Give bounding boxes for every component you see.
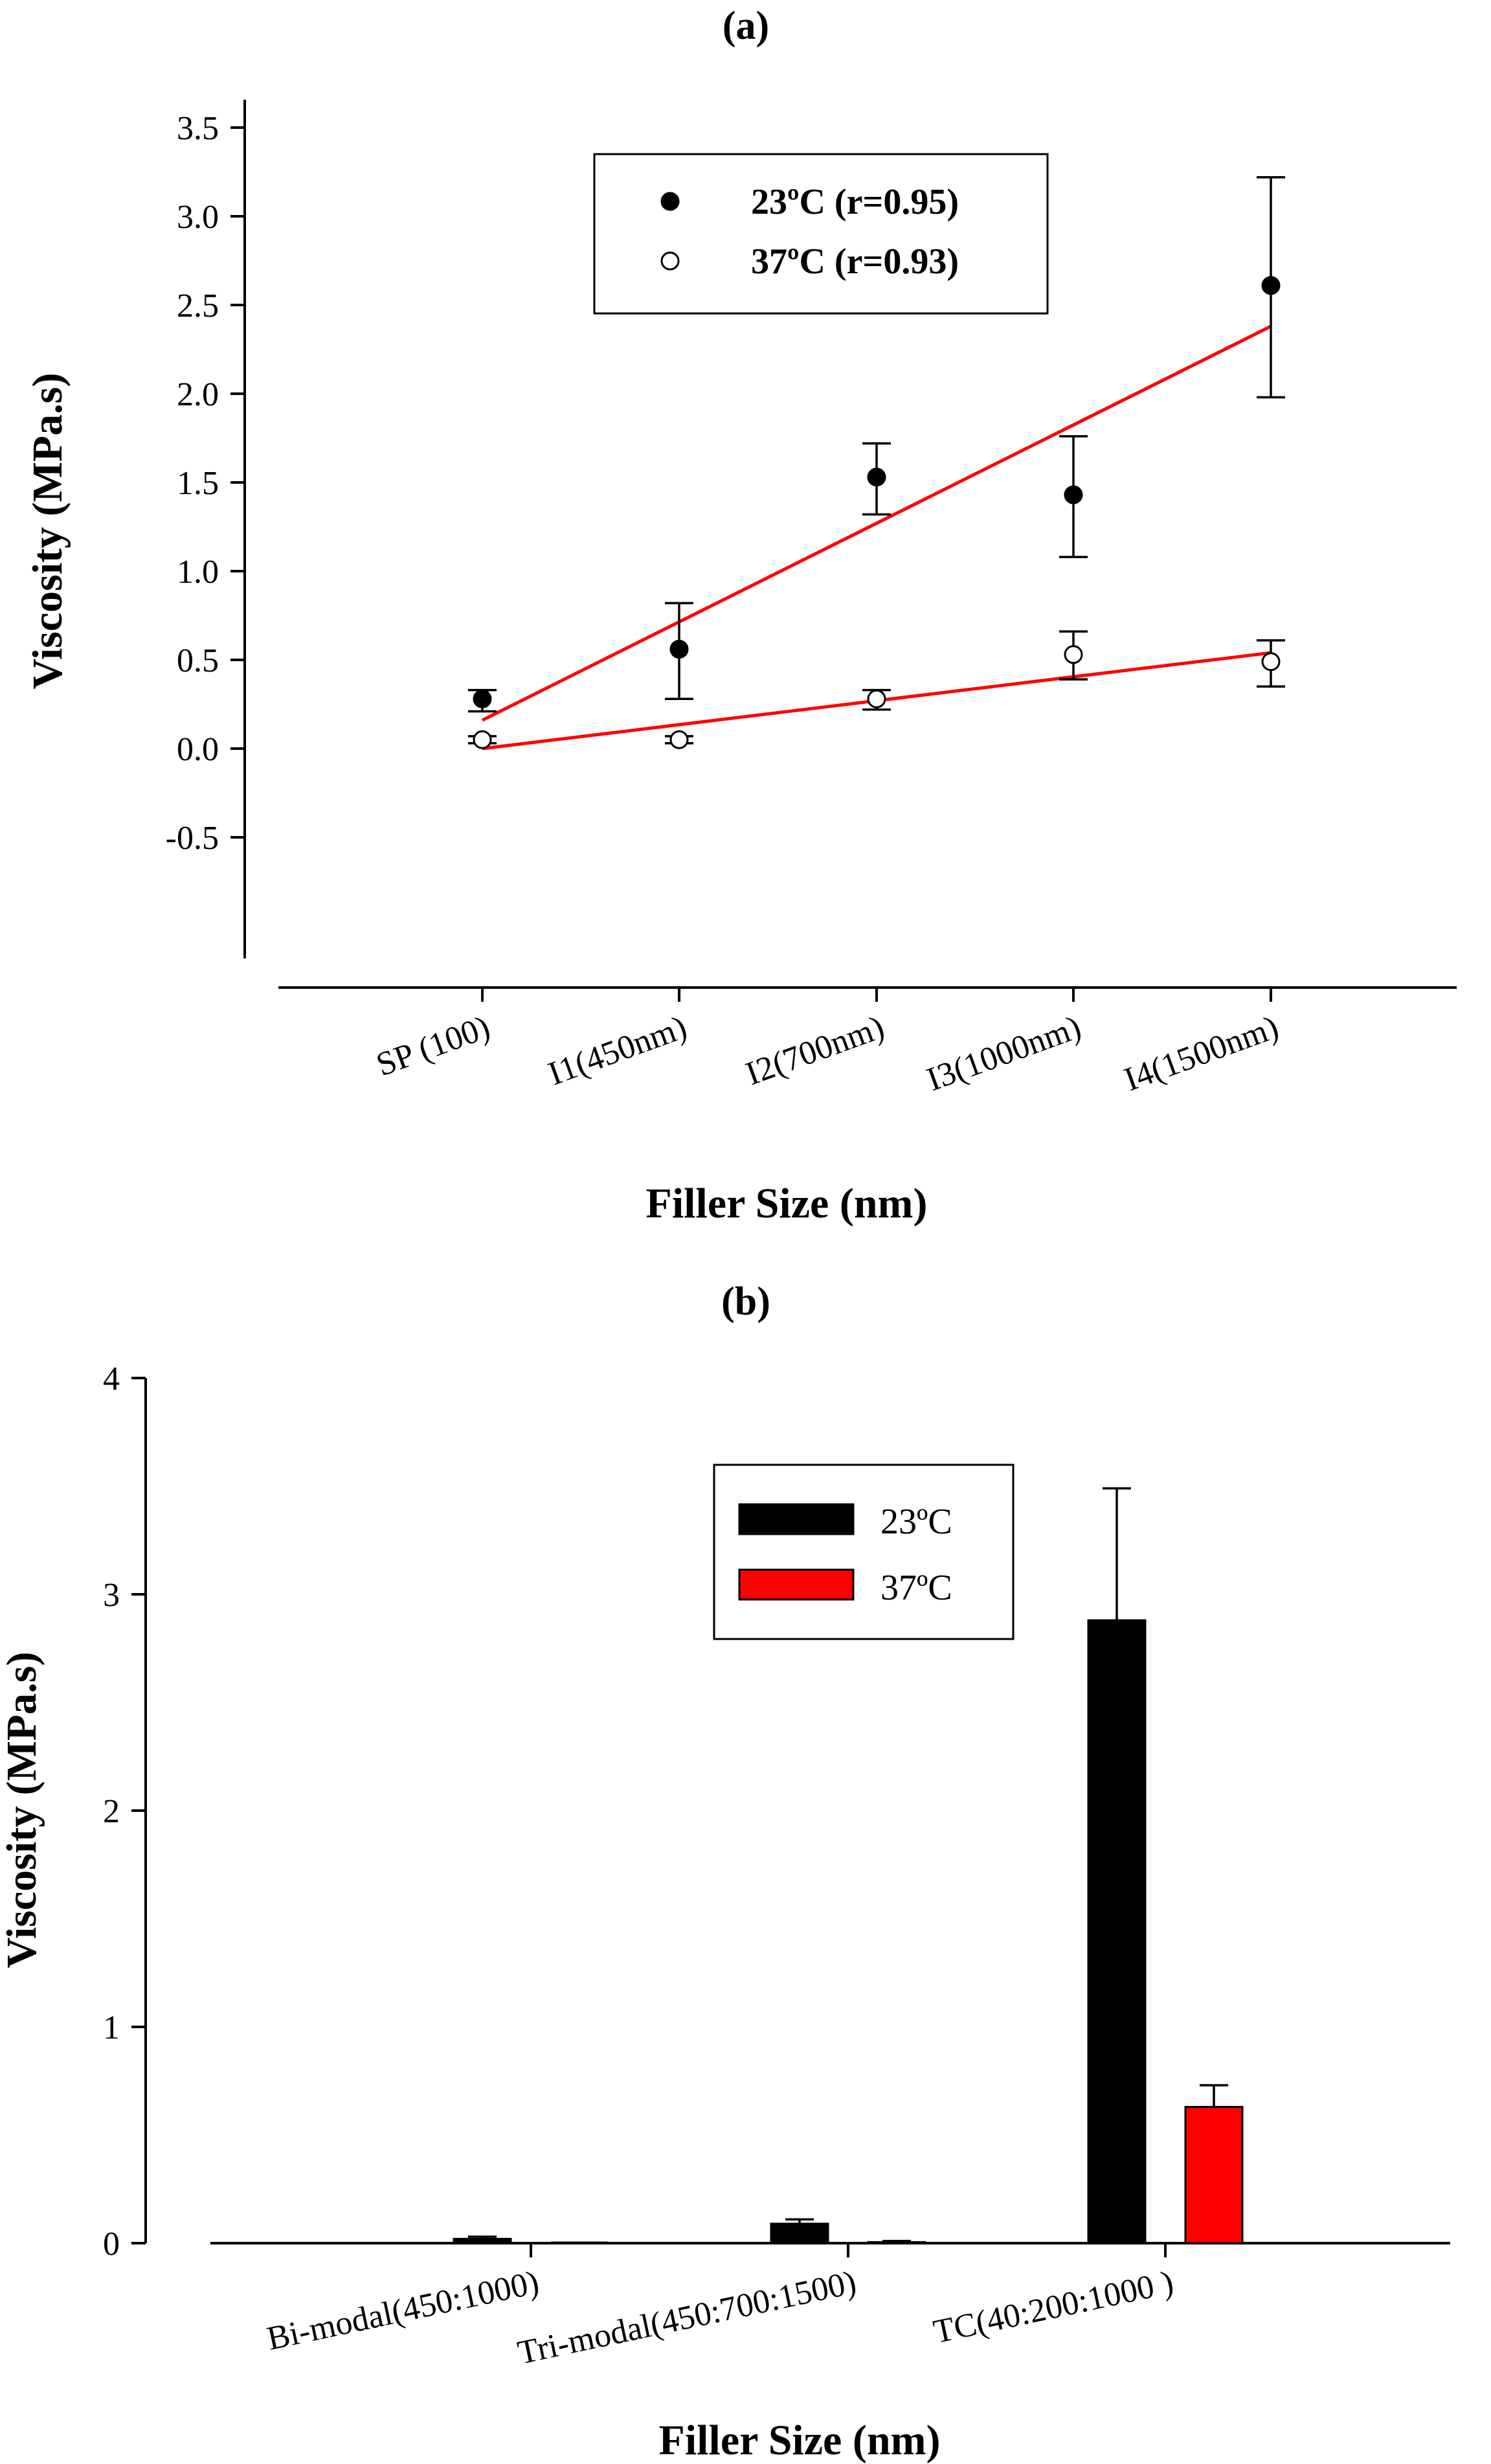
chart-b-legend-swatch-37c bbox=[738, 1568, 855, 1601]
chart-a-y-tick-label: 2.0 bbox=[177, 376, 219, 413]
chart-a-x-tick-label: I2(700nm) bbox=[741, 1009, 889, 1093]
chart-b-y-ticks: 0 1 2 3 4 bbox=[103, 1361, 146, 2263]
chart-a-y-tick-label: 2.5 bbox=[177, 288, 219, 324]
chart-b-y-tick-label: 0 bbox=[103, 2226, 120, 2263]
chart-a-fit-lines bbox=[481, 324, 1272, 751]
chart-a-data-point bbox=[1064, 645, 1083, 664]
chart-a-legend-marker-37c bbox=[660, 251, 680, 271]
chart-a-legend-label-37c: 37ºC (r=0.93) bbox=[751, 242, 959, 282]
chart-b-y-tick-label: 3 bbox=[103, 1577, 120, 1614]
chart-a-x-tick-label: SP (100) bbox=[372, 1009, 495, 1084]
chart-a-y-ticks: -0.5 0.0 0.5 1.0 1.5 2.0 2.5 3.0 3.5 bbox=[166, 110, 245, 857]
chart-a-x-ticks: SP (100) I1(450nm) I2(700nm) I3(1000nm) I4(1… bbox=[372, 988, 1283, 1098]
chart-a-x-tick-label: I4(1500nm) bbox=[1119, 1009, 1283, 1099]
chart-b-bar bbox=[770, 2222, 829, 2244]
chart-b-bar bbox=[867, 2241, 926, 2244]
chart-a-legend-label-23c: 23ºC (r=0.95) bbox=[751, 182, 959, 222]
chart-b-x-tick-label: Tri-modal(450:700:1500) bbox=[515, 2264, 860, 2371]
chart-a-data-point bbox=[867, 468, 886, 487]
chart-b-y-tick-label: 4 bbox=[103, 1361, 120, 1397]
chart-a-fit-line-0 bbox=[481, 324, 1272, 722]
chart-b-legend: 23ºC 37ºC bbox=[713, 1464, 1015, 1640]
chart-b-x-axis-title: Filler Size (nm) bbox=[659, 2417, 941, 2464]
chart-a-y-tick-label: 3.0 bbox=[177, 199, 219, 236]
chart-a-legend-marker-23c bbox=[660, 192, 680, 211]
chart-a-x-axis-title: Filler Size (nm) bbox=[646, 1180, 928, 1227]
chart-a: (a) -0.5 0.0 0.5 1.0 1.5 2.0 2.5 3.0 3.5 SP (100… bbox=[24, 4, 1457, 1227]
chart-a-data-point bbox=[1261, 652, 1281, 672]
chart-a-panel-label: (a) bbox=[723, 4, 769, 48]
chart-b: (b) 0 1 2 3 4 Bi-modal(450:1000)Tri-modal(45… bbox=[0, 1280, 1450, 2464]
chart-a-data-point bbox=[1261, 276, 1281, 295]
chart-a-legend-box bbox=[593, 153, 1049, 315]
chart-b-legend-box bbox=[713, 1464, 1015, 1640]
chart-b-bar bbox=[1184, 2106, 1244, 2244]
chart-a-data-point bbox=[473, 689, 492, 708]
chart-a-data-point bbox=[669, 640, 689, 659]
chart-b-error-bars bbox=[468, 1487, 1228, 2243]
chart-a-x-tick-label: I1(450nm) bbox=[544, 1009, 691, 1093]
chart-a-data-point bbox=[1064, 485, 1083, 504]
chart-a-y-axis-title: Viscosity (MPa.s) bbox=[24, 373, 71, 690]
chart-b-panel-label: (b) bbox=[721, 1280, 770, 1324]
chart-b-bar bbox=[453, 2237, 512, 2244]
chart-b-y-axis-title: Viscosity (MPa.s) bbox=[0, 1652, 45, 1969]
chart-b-legend-swatch-23c bbox=[738, 1503, 855, 1535]
chart-a-y-tick-label: 0.5 bbox=[177, 642, 219, 679]
chart-b-x-tick-label: TC(40:200:1000 ) bbox=[930, 2264, 1177, 2351]
chart-a-y-tick-label: -0.5 bbox=[166, 820, 219, 857]
chart-b-x-ticks: Bi-modal(450:1000)Tri-modal(450:700:1500… bbox=[263, 2243, 1176, 2371]
chart-a-y-tick-label: 1.5 bbox=[177, 465, 219, 502]
chart-b-x-tick-label: Bi-modal(450:1000) bbox=[263, 2264, 542, 2358]
chart-a-points bbox=[473, 276, 1281, 749]
chart-a-legend: 23ºC (r=0.95) 37ºC (r=0.93) bbox=[593, 153, 1049, 315]
chart-a-data-point bbox=[867, 689, 886, 708]
chart-b-legend-label-37c: 37ºC bbox=[880, 1568, 952, 1608]
chart-b-y-tick-label: 1 bbox=[103, 2009, 120, 2046]
chart-a-y-tick-label: 3.5 bbox=[177, 110, 219, 147]
chart-b-y-tick-label: 2 bbox=[103, 1793, 120, 1830]
chart-a-y-tick-label: 0.0 bbox=[177, 731, 219, 768]
chart-b-bar bbox=[1087, 1619, 1147, 2244]
chart-b-legend-label-23c: 23ºC bbox=[880, 1502, 952, 1542]
chart-b-bars bbox=[453, 1619, 1244, 2244]
chart-a-x-tick-label: I3(1000nm) bbox=[922, 1009, 1086, 1099]
chart-a-data-point bbox=[669, 730, 689, 749]
chart-a-data-point bbox=[473, 730, 492, 749]
chart-a-y-tick-label: 1.0 bbox=[177, 554, 219, 591]
